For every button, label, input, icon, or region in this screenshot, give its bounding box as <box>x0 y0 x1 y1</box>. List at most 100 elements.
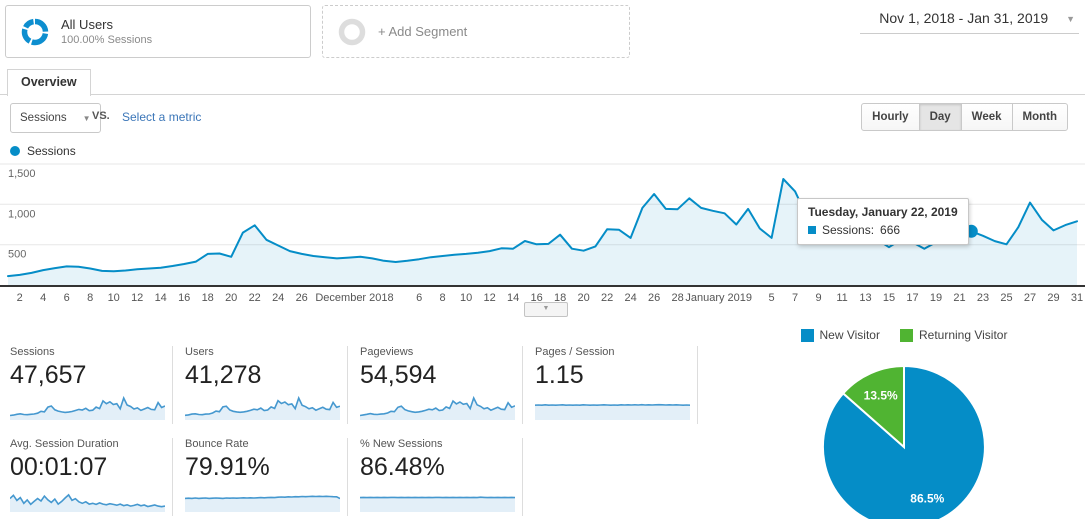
new-visitor-label: New Visitor <box>819 328 880 342</box>
card-divider <box>172 438 173 516</box>
segment-donut-icon <box>21 18 49 45</box>
sessions-legend: Sessions <box>10 144 76 158</box>
chart-scroll-thumb[interactable]: ▼ <box>524 302 568 317</box>
metric-card-bounce-rate[interactable]: Bounce Rate 79.91% <box>185 438 343 513</box>
tooltip-date: Tuesday, January 22, 2019 <box>808 205 958 219</box>
tooltip-series-label: Sessions: <box>822 223 875 237</box>
svg-text:24: 24 <box>624 292 636 304</box>
svg-text:10: 10 <box>108 292 120 304</box>
metric-card-new-sessions[interactable]: % New Sessions 86.48% <box>360 438 518 513</box>
metric-value: 54,594 <box>360 361 437 389</box>
y-axis-labels: 500 1,000 1,500 <box>8 168 36 261</box>
svg-text:12: 12 <box>131 292 143 304</box>
svg-text:16: 16 <box>530 292 542 304</box>
segment-all-users[interactable]: All Users 100.00% Sessions <box>5 5 311 58</box>
svg-text:12: 12 <box>483 292 495 304</box>
svg-text:28: 28 <box>671 292 683 304</box>
metric-card-users[interactable]: Users 41,278 <box>185 346 343 421</box>
svg-text:13: 13 <box>859 292 871 304</box>
date-range-selector[interactable]: Nov 1, 2018 - Jan 31, 2019 ▼ <box>860 7 1079 34</box>
card-divider <box>347 346 348 424</box>
svg-text:8: 8 <box>87 292 93 304</box>
svg-text:24: 24 <box>272 292 284 304</box>
metric-label: Bounce Rate <box>185 438 249 450</box>
svg-text:19: 19 <box>930 292 942 304</box>
granularity-week[interactable]: Week <box>960 103 1013 131</box>
svg-text:9: 9 <box>816 292 822 304</box>
metric-card-avg-session-duration[interactable]: Avg. Session Duration 00:01:07 <box>10 438 168 513</box>
svg-text:10: 10 <box>460 292 472 304</box>
tooltip-series-swatch <box>808 226 816 234</box>
add-segment-button[interactable]: + Add Segment <box>322 5 630 58</box>
legend-dot-icon <box>10 146 20 156</box>
svg-text:500: 500 <box>8 249 26 261</box>
metric-label: % New Sessions <box>360 438 443 450</box>
svg-text:7: 7 <box>792 292 798 304</box>
card-divider <box>522 346 523 424</box>
segment-subtitle: 100.00% Sessions <box>61 34 153 46</box>
metric-label: Sessions <box>10 346 55 358</box>
new-sessions-sparkline <box>360 496 515 513</box>
pie-slice-new-visitor[interactable] <box>821 364 986 519</box>
granularity-day[interactable]: Day <box>918 103 962 131</box>
tab-divider <box>0 94 1085 95</box>
svg-text:18: 18 <box>202 292 214 304</box>
pie-slice-returning-visitor[interactable] <box>841 364 905 450</box>
add-segment-label: + Add Segment <box>378 24 468 39</box>
metric-value: 00:01:07 <box>10 453 108 481</box>
sessions-sparkline <box>10 396 165 421</box>
svg-text:31: 31 <box>1071 292 1083 304</box>
svg-text:6: 6 <box>416 292 422 304</box>
svg-text:27: 27 <box>1024 292 1036 304</box>
x-axis-labels: 2 4 6 8 10 12 14 16 18 20 22 24 26 December 2018 6 8 10 1… <box>17 292 1083 304</box>
metric-dropdown[interactable]: Sessions ▼ <box>10 103 101 133</box>
granularity-hourly[interactable]: Hourly <box>861 103 920 131</box>
svg-text:22: 22 <box>601 292 613 304</box>
chevron-down-icon: ▼ <box>82 113 91 123</box>
returning-visitor-label: Returning Visitor <box>918 328 1008 342</box>
pie-slice-label: 13.5% <box>864 388 898 402</box>
metric-label: Pageviews <box>360 346 414 358</box>
bounce-rate-sparkline <box>185 495 340 513</box>
new-visitor-swatch <box>800 328 814 342</box>
card-divider <box>522 438 523 516</box>
svg-text:2: 2 <box>17 292 23 304</box>
legend-label: Sessions <box>27 144 76 158</box>
users-sparkline <box>185 396 340 421</box>
pie-slice-label: 86.5% <box>910 492 944 506</box>
svg-text:January 2019: January 2019 <box>685 292 752 304</box>
tab-overview[interactable]: Overview <box>7 69 91 96</box>
svg-text:22: 22 <box>249 292 261 304</box>
metric-card-sessions[interactable]: Sessions 47,657 <box>10 346 168 421</box>
select-metric-link[interactable]: Select a metric <box>122 110 202 124</box>
sessions-area <box>8 179 1077 285</box>
svg-text:4: 4 <box>40 292 46 304</box>
vs-label: VS. <box>92 110 110 122</box>
visitor-type-pie-chart[interactable]: 86.5% 13.5% <box>781 355 1027 519</box>
pie-legend-new-visitor: New Visitor <box>800 328 880 342</box>
svg-text:29: 29 <box>1047 292 1059 304</box>
metric-card-pages-per-session[interactable]: Pages / Session 1.15 <box>535 346 693 421</box>
metric-label: Users <box>185 346 214 358</box>
svg-text:14: 14 <box>507 292 519 304</box>
segment-title: All Users <box>61 17 114 32</box>
pie-legend-returning-visitor: Returning Visitor <box>899 328 1008 342</box>
metric-value: 79.91% <box>185 453 270 481</box>
svg-text:23: 23 <box>977 292 989 304</box>
card-divider <box>172 346 173 424</box>
pages-per-session-sparkline <box>535 404 690 421</box>
granularity-month[interactable]: Month <box>1011 103 1068 131</box>
svg-text:1,000: 1,000 <box>8 208 36 220</box>
date-range-text: Nov 1, 2018 - Jan 31, 2019 <box>879 10 1049 26</box>
svg-text:16: 16 <box>178 292 190 304</box>
svg-text:15: 15 <box>883 292 895 304</box>
add-segment-donut-icon <box>338 18 366 45</box>
metric-value: 47,657 <box>10 361 87 389</box>
metric-card-pageviews[interactable]: Pageviews 54,594 <box>360 346 518 421</box>
svg-text:26: 26 <box>648 292 660 304</box>
metric-value: 41,278 <box>185 361 262 389</box>
svg-text:5: 5 <box>769 292 775 304</box>
svg-text:26: 26 <box>296 292 308 304</box>
